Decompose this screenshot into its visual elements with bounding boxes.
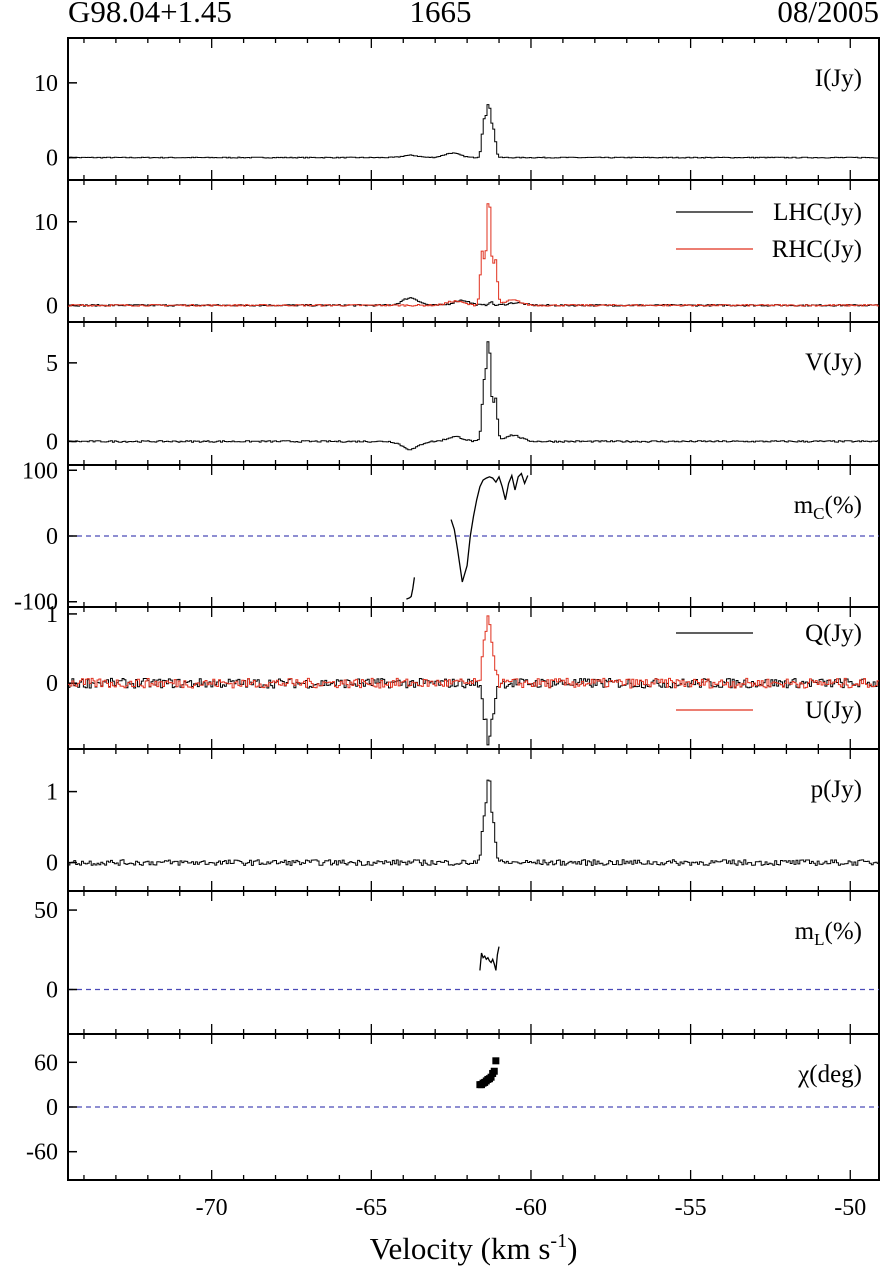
panel-frame [67, 37, 880, 181]
data-segment [406, 577, 416, 600]
y-tick-label: 0 [46, 429, 58, 455]
series-pjy [68, 779, 879, 866]
data-point [490, 1067, 498, 1075]
series-lhcjy [68, 297, 879, 307]
y-tick-label: 0 [46, 851, 58, 877]
panel-mL: 0 50 mL(%) [34, 890, 880, 1035]
legend-label: LHC(Jy) [773, 199, 862, 226]
y-tick-label: 1 [46, 780, 58, 806]
y-tick-label: 50 [34, 898, 58, 924]
legend-label: RHC(Jy) [772, 236, 862, 263]
panel-frame [67, 179, 880, 323]
panel-label: I(Jy) [815, 65, 862, 92]
y-tick-label: 10 [34, 210, 58, 236]
data-segment [479, 946, 500, 971]
y-tick-label: 0 [46, 1095, 58, 1121]
data-point [492, 1057, 500, 1065]
epoch-date: 08/2005 [777, 0, 879, 29]
panel-frame [67, 748, 880, 892]
legend-label: U(Jy) [805, 697, 862, 724]
series-qjy [68, 677, 879, 746]
x-axis-label: Velocity (km s-1) [370, 1230, 578, 1266]
y-tick-label: 0 [46, 524, 58, 550]
panel-I: 0 10 I(Jy) [34, 37, 880, 181]
frequency-label: 1665 [409, 0, 472, 29]
series-ujy [68, 615, 879, 689]
y-tick-label: 0 [46, 978, 58, 1004]
panel-LR: 0 10 LHC(Jy) RHC(Jy) [34, 179, 880, 323]
x-tick-label: -70 [196, 1195, 228, 1221]
y-tick-label: 0 [46, 146, 58, 172]
y-tick-label: 5 [46, 351, 58, 377]
legend-label: Q(Jy) [805, 620, 862, 647]
x-tick-label: -55 [675, 1195, 707, 1221]
y-tick-label: -60 [26, 1140, 58, 1166]
panel-label: V(Jy) [805, 349, 862, 376]
panel-label: mL(%) [795, 918, 862, 949]
panel-mC: -100 0 100 mC(%) [14, 458, 880, 616]
series-ijy [68, 104, 879, 159]
data-segment [450, 472, 529, 583]
y-tick-label: 0 [46, 671, 58, 697]
series-rhcjy [68, 203, 879, 307]
panel-frame [67, 606, 880, 750]
x-tick-label: -60 [515, 1195, 547, 1221]
panel-V: 0 5 V(Jy) [46, 321, 880, 466]
y-tick-label: 0 [46, 293, 58, 319]
panel-label: p(Jy) [811, 776, 862, 803]
data-point [487, 1073, 495, 1081]
series-vjy [68, 341, 879, 451]
panel-p: 0 1 p(Jy) [46, 748, 880, 892]
panel-frame [67, 890, 880, 1035]
y-tick-label: 100 [22, 458, 58, 484]
source-name: G98.04+1.45 [68, 0, 232, 29]
panel-label: χ(deg) [797, 1061, 862, 1088]
panel-QU: 0 1 Q(Jy) U(Jy) [46, 602, 880, 750]
panel-chi: -60 0 60 χ(deg) [26, 1033, 880, 1181]
panel-frame [67, 321, 880, 466]
y-tick-label: 60 [34, 1050, 58, 1076]
panel-label: mC(%) [794, 492, 862, 523]
y-tick-label: -100 [14, 590, 58, 616]
y-tick-label: 10 [34, 71, 58, 97]
y-tick-label: 1 [46, 602, 58, 628]
x-tick-label: -50 [834, 1195, 866, 1221]
x-tick-label: -65 [355, 1195, 387, 1221]
